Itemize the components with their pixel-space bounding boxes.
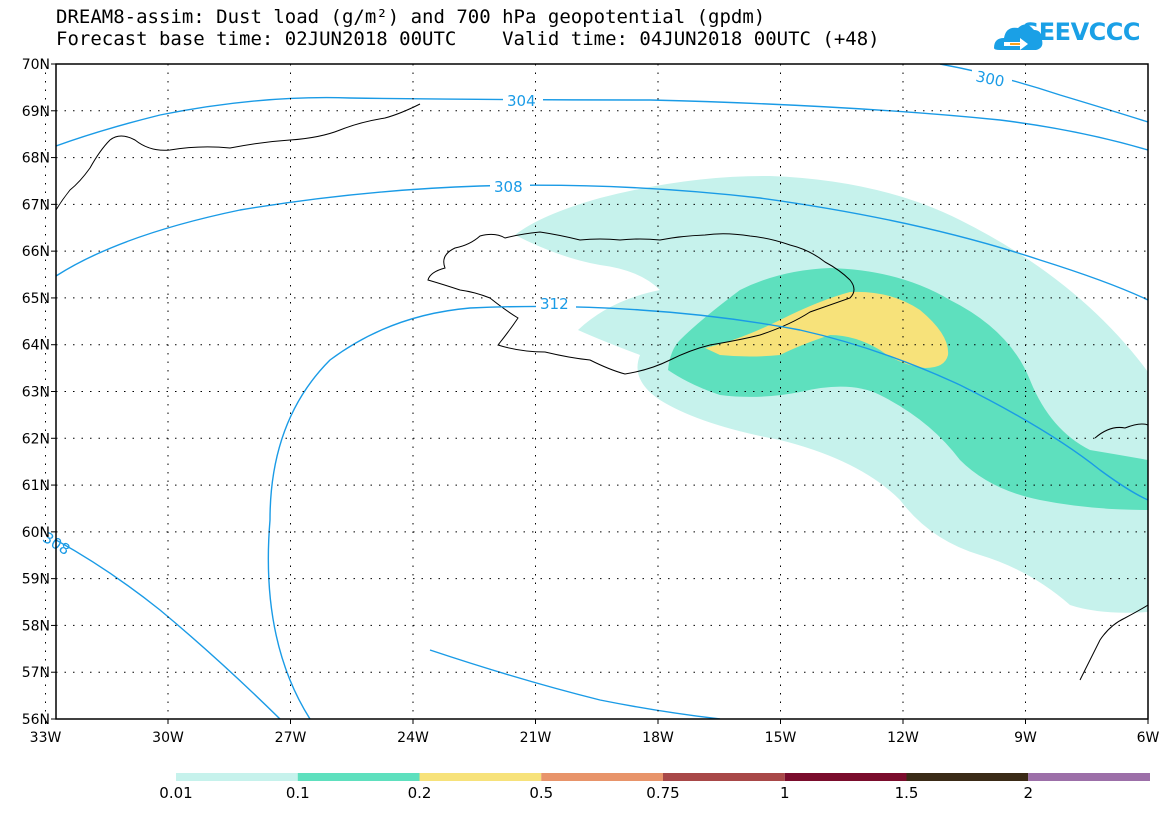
- lon-label: 9W: [1014, 730, 1037, 746]
- lat-label: 65N: [22, 291, 50, 307]
- lon-label: 12W: [887, 730, 919, 746]
- scotland-coast: [1079, 604, 1148, 681]
- colorbar: [176, 773, 1150, 781]
- lon-label: 33W: [30, 730, 62, 746]
- contour-label-308: 308: [494, 178, 523, 196]
- lat-label: 70N: [22, 57, 50, 73]
- graticule: [45, 64, 1148, 719]
- coastlines: [56, 103, 1148, 681]
- lat-label: 63N: [22, 385, 50, 401]
- colorbar-label: 0.1: [285, 784, 310, 802]
- colorbar-swatch: [541, 773, 663, 781]
- iceland-coast: [427, 231, 855, 375]
- contour-312: [267, 305, 1148, 719]
- colorbar-label: 0.75: [646, 784, 680, 802]
- map-subtitle: Forecast base time: 02JUN2018 00UTC Vali…: [56, 28, 880, 50]
- colorbar-swatch: [297, 773, 420, 781]
- contour-label-300: 300: [974, 67, 1006, 91]
- lat-label: 64N: [22, 338, 50, 354]
- lat-label: 69N: [22, 104, 50, 120]
- faroe-shetland-coast: [1094, 423, 1148, 439]
- dust-shade-low: [515, 175, 1148, 613]
- longitude-labels: 33W 30W 27W 24W 21W 18W 15W 12W 9W 6W: [30, 730, 1160, 746]
- lat-label: 60N: [22, 525, 50, 541]
- colorbar-label: 0.2: [407, 784, 432, 802]
- lat-label: 56N: [22, 712, 50, 728]
- lat-label: 62N: [22, 431, 50, 447]
- contour-304: [56, 96, 1148, 151]
- lat-label: 61N: [22, 478, 50, 494]
- colorbar-swatch: [663, 773, 785, 781]
- lat-label: 59N: [22, 572, 50, 588]
- lat-label: 66N: [22, 244, 50, 260]
- lon-label: 21W: [520, 730, 552, 746]
- dust-shade-high: [705, 291, 949, 368]
- lon-label: 30W: [152, 730, 184, 746]
- contour-308-south: [56, 539, 281, 719]
- contour-312-south: [429, 649, 721, 719]
- colorbar-swatch: [784, 773, 907, 781]
- cloud-arrow-icon: [994, 24, 1043, 50]
- contour-label-312: 312: [540, 295, 569, 313]
- lat-label: 58N: [22, 618, 50, 634]
- lat-label: 68N: [22, 151, 50, 167]
- lon-label: 27W: [275, 730, 307, 746]
- colorbar-label: 1: [779, 784, 790, 802]
- axis-ticks: [45, 63, 1149, 724]
- colorbar-swatch: [906, 773, 1029, 781]
- colorbar-label: 2: [1023, 784, 1034, 802]
- lon-label: 18W: [642, 730, 674, 746]
- colorbar-swatch: [176, 773, 298, 781]
- lon-label: 15W: [765, 730, 797, 746]
- greenland-coast: [56, 103, 421, 211]
- latitude-labels: 70N 69N 68N 67N 66N 65N 64N 63N 62N 61N 60N 59N 58N 5…: [22, 57, 50, 728]
- lon-label: 6W: [1137, 730, 1160, 746]
- dust-field: [515, 175, 1148, 613]
- colorbar-swatch: [419, 773, 542, 781]
- lat-label: 67N: [22, 197, 50, 213]
- colorbar-swatch: [1028, 773, 1150, 781]
- map-title: DREAM8-assim: Dust load (g/m²) and 700 h…: [56, 6, 766, 28]
- contour-308: [56, 184, 1148, 301]
- colorbar-label: 0.01: [159, 784, 193, 802]
- lon-label: 24W: [397, 730, 429, 746]
- contour-300: [939, 64, 1148, 123]
- contour-label-304: 304: [507, 92, 536, 110]
- colorbar-label: 0.5: [529, 784, 554, 802]
- lat-label: 57N: [22, 665, 50, 681]
- colorbar-label: 1.5: [894, 784, 919, 802]
- logo-text: SEEVCCC: [1022, 18, 1141, 46]
- geopotential-contours: [56, 64, 1148, 719]
